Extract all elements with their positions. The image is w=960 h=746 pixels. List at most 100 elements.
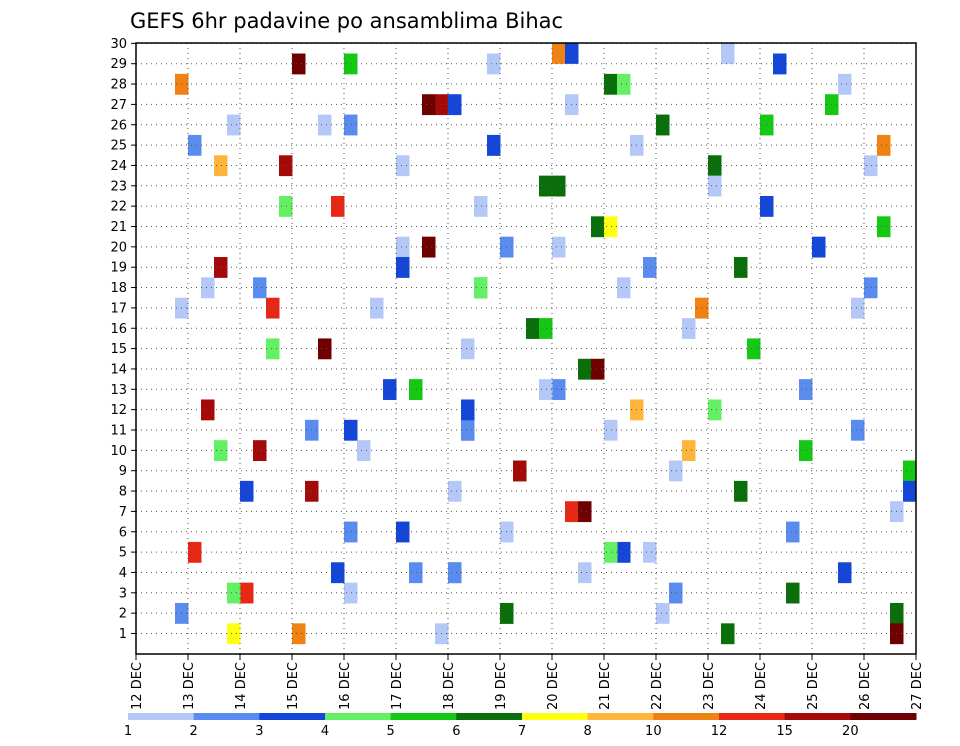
- colorbar-label: 7: [518, 724, 526, 739]
- heat-cell: [266, 297, 280, 319]
- heat-cell: [188, 134, 202, 156]
- x-tick-label: 19 DEC: [494, 662, 509, 710]
- y-tick-label: 20: [110, 240, 127, 255]
- heat-cell: [409, 562, 423, 584]
- heat-cell: [617, 73, 631, 95]
- heat-cell: [734, 480, 748, 502]
- heat-cell: [773, 53, 787, 75]
- y-tick-label: 21: [110, 220, 127, 235]
- heat-cell: [253, 440, 267, 462]
- heat-cell: [344, 114, 358, 136]
- heat-cell: [474, 277, 488, 299]
- heat-cell: [474, 195, 488, 217]
- heat-cell: [721, 623, 735, 645]
- y-tick-label: 23: [110, 179, 127, 194]
- y-tick-label: 9: [119, 464, 127, 479]
- heat-cell: [383, 379, 397, 400]
- colorbar-label: 5: [387, 724, 395, 739]
- colorbar-label: 2: [190, 724, 198, 739]
- heat-cell: [578, 358, 592, 380]
- y-tick-label: 28: [110, 78, 127, 93]
- y-tick-label: 11: [110, 424, 127, 439]
- heat-cell: [877, 216, 891, 238]
- heat-cell: [214, 257, 228, 278]
- x-tick-label: 12 DEC: [130, 662, 145, 710]
- colorbar-segment: [259, 713, 326, 720]
- y-tick-label: 2: [119, 607, 127, 622]
- x-tick-label: 24 DEC: [754, 662, 769, 710]
- x-tick-label: 15 DEC: [286, 662, 301, 710]
- heat-cell: [214, 155, 228, 177]
- colorbar-segment: [850, 713, 917, 720]
- x-tick-label: 18 DEC: [442, 662, 457, 710]
- heat-cell: [864, 277, 878, 299]
- colorbar-label: 20: [842, 724, 859, 739]
- colorbar-segment: [390, 713, 457, 720]
- x-tick-label: 23 DEC: [702, 662, 717, 710]
- heat-cell: [279, 195, 293, 217]
- heat-cell: [344, 582, 358, 604]
- heat-cell: [552, 175, 566, 197]
- heat-cell: [851, 419, 865, 441]
- heat-cell: [604, 216, 618, 238]
- heat-cell: [344, 521, 358, 543]
- heat-cell: [604, 73, 618, 95]
- colorbar-segment: [456, 713, 523, 720]
- heat-cell: [318, 338, 332, 360]
- x-tick-label: 17 DEC: [390, 662, 405, 710]
- y-tick-label: 12: [110, 403, 127, 418]
- heat-cell: [786, 521, 800, 543]
- heat-cell: [799, 440, 813, 462]
- heat-cell: [422, 236, 436, 258]
- y-tick-label: 10: [110, 444, 127, 459]
- heat-cell: [227, 623, 241, 645]
- heat-cell: [201, 399, 215, 421]
- y-tick-label: 29: [110, 57, 127, 72]
- colorbar-segment: [719, 713, 786, 720]
- x-tick-label: 14 DEC: [234, 662, 249, 710]
- heat-cell: [682, 440, 696, 462]
- heat-cell: [747, 338, 761, 360]
- heat-cell: [396, 257, 410, 278]
- heat-cell: [643, 257, 657, 278]
- colorbar-segment: [522, 713, 589, 720]
- y-tick-label: 3: [119, 586, 127, 601]
- heat-cell: [721, 43, 735, 64]
- x-tick-label: 27 DEC: [910, 662, 925, 710]
- y-tick-label: 27: [110, 98, 127, 113]
- heat-cell: [487, 134, 501, 156]
- heat-cell: [799, 379, 813, 400]
- heat-cell: [591, 358, 605, 380]
- heat-cell: [318, 114, 332, 136]
- y-tick-label: 6: [119, 525, 127, 540]
- x-tick-label: 16 DEC: [338, 662, 353, 710]
- heat-cell: [253, 277, 267, 299]
- y-tick-label: 22: [110, 200, 127, 215]
- heat-cell: [578, 501, 592, 523]
- colorbar-label: 15: [776, 724, 793, 739]
- y-tick-label: 18: [110, 281, 127, 296]
- heat-cell: [864, 155, 878, 177]
- heat-cell: [643, 541, 657, 563]
- y-tick-label: 13: [110, 383, 127, 398]
- heat-cell: [903, 480, 917, 502]
- y-tick-label: 15: [110, 342, 127, 357]
- heat-cell: [357, 440, 371, 462]
- heat-cell: [552, 379, 566, 400]
- y-tick-label: 16: [110, 322, 127, 337]
- colorbar-segment: [193, 713, 260, 720]
- heat-cell: [838, 562, 852, 584]
- colorbar-label: 6: [452, 724, 460, 739]
- y-tick-label: 17: [110, 301, 127, 316]
- heat-cell: [604, 419, 618, 441]
- heat-cell: [734, 257, 748, 278]
- y-tick-label: 7: [119, 505, 127, 520]
- heat-cell: [708, 155, 722, 177]
- colorbar-segment: [587, 713, 654, 720]
- colorbar-label: 4: [321, 724, 329, 739]
- heat-cell: [877, 134, 891, 156]
- heat-cell: [461, 419, 475, 441]
- heat-cell: [344, 419, 358, 441]
- heat-cell: [838, 73, 852, 95]
